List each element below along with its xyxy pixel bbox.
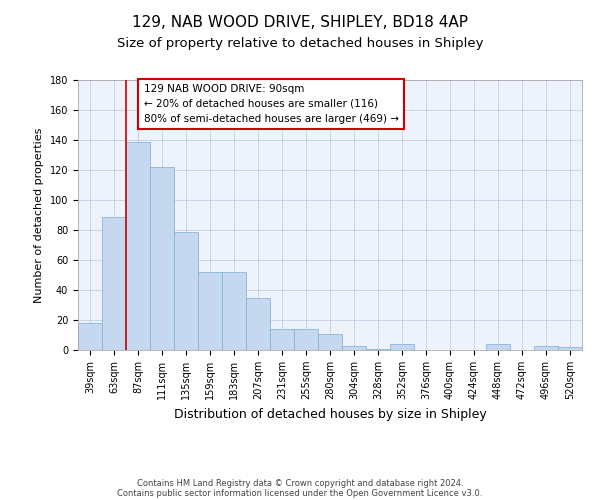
Bar [126, 142, 150, 350]
X-axis label: Distribution of detached houses by size in Shipley: Distribution of detached houses by size … [173, 408, 487, 420]
Bar [486, 344, 510, 350]
Text: Contains public sector information licensed under the Open Government Licence v3: Contains public sector information licen… [118, 488, 482, 498]
Bar [342, 346, 366, 350]
Bar [318, 334, 342, 350]
Bar [150, 167, 174, 350]
Bar [174, 232, 198, 350]
Bar [390, 344, 414, 350]
Bar [366, 348, 390, 350]
Text: 129 NAB WOOD DRIVE: 90sqm
← 20% of detached houses are smaller (116)
80% of semi: 129 NAB WOOD DRIVE: 90sqm ← 20% of detac… [143, 84, 398, 124]
Bar [270, 329, 294, 350]
Text: 129, NAB WOOD DRIVE, SHIPLEY, BD18 4AP: 129, NAB WOOD DRIVE, SHIPLEY, BD18 4AP [132, 15, 468, 30]
Bar [222, 272, 246, 350]
Bar [78, 323, 102, 350]
Text: Contains HM Land Registry data © Crown copyright and database right 2024.: Contains HM Land Registry data © Crown c… [137, 478, 463, 488]
Text: Size of property relative to detached houses in Shipley: Size of property relative to detached ho… [117, 38, 483, 51]
Bar [102, 216, 126, 350]
Y-axis label: Number of detached properties: Number of detached properties [34, 128, 44, 302]
Bar [558, 347, 582, 350]
Bar [534, 346, 558, 350]
Bar [294, 329, 318, 350]
Bar [246, 298, 270, 350]
Bar [198, 272, 222, 350]
